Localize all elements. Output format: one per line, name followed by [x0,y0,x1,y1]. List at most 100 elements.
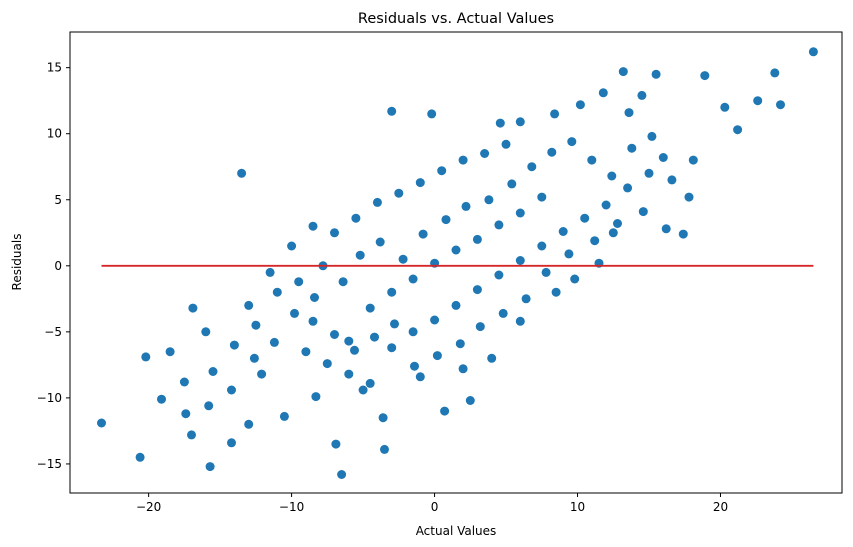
x-tick-label: 20 [713,500,728,514]
data-point [201,327,211,337]
data-point [547,147,557,157]
data-point [157,394,166,404]
data-point [515,208,525,218]
data-point [408,274,418,284]
data-point [310,293,319,302]
data-point [551,287,561,297]
data-point [661,224,671,234]
data-point [135,452,145,462]
data-point [487,353,497,363]
data-point [365,378,375,388]
data-point [330,228,339,238]
data-point [301,347,311,357]
y-axis-ticks: −15 −10 −5 0 5 10 15 [37,61,70,471]
data-point [181,409,191,419]
data-point [700,71,710,81]
data-point [330,330,339,339]
data-point [398,254,408,264]
data-point [684,192,694,202]
data-point [311,392,321,402]
data-point [558,227,568,236]
data-point [484,195,494,205]
data-point [387,106,397,116]
data-point [244,300,254,310]
data-point [647,131,657,141]
data-point [265,267,275,277]
data-point [658,153,668,162]
data-point [590,236,600,246]
y-tick-label: 0 [54,259,62,273]
data-point [418,229,428,239]
data-point [458,155,468,165]
data-point [208,367,218,376]
data-point [507,179,517,189]
y-tick-label: −10 [37,391,62,405]
data-point [451,245,461,255]
data-point [380,444,389,454]
y-tick-label: −15 [37,457,62,471]
data-point [432,351,442,361]
data-point [776,100,785,110]
data-point [331,439,341,449]
data-point [527,162,537,172]
data-point [337,470,347,479]
data-point [351,213,361,223]
data-point [365,303,375,313]
data-point [437,166,447,176]
data-point [537,192,547,202]
y-tick-label: −5 [44,325,62,339]
data-point [308,221,318,231]
data-point [637,90,647,100]
data-point [390,319,399,329]
data-point [575,100,585,110]
plot-area-background [70,32,842,493]
data-point [251,320,261,330]
y-tick-label: 5 [54,193,62,207]
data-point [564,249,574,259]
data-point [472,234,482,244]
data-point [179,377,189,387]
data-point [97,418,106,428]
data-point [688,155,698,165]
data-point [308,316,318,326]
data-point [638,207,648,217]
data-point [408,327,418,337]
data-point [249,353,259,363]
data-point [410,361,419,371]
data-point [358,385,368,395]
data-point [580,213,590,223]
data-point [627,143,637,153]
data-point [607,171,617,181]
data-point [378,413,388,423]
data-point [495,118,505,128]
data-point [472,285,482,295]
x-tick-label: 10 [570,500,585,514]
data-point [440,406,450,416]
data-point [269,337,279,347]
data-point [598,88,608,98]
data-point [244,419,254,429]
data-point [272,287,282,297]
data-point [567,137,577,147]
data-point [451,300,461,310]
data-point [601,200,611,210]
x-tick-label: −10 [279,500,304,514]
data-point [667,175,677,185]
data-point [205,462,215,472]
data-point [237,168,247,178]
y-tick-label: 15 [47,61,62,75]
data-point [141,352,151,362]
data-point [720,102,730,112]
data-point [387,343,397,353]
data-point [570,274,580,284]
data-point [501,139,511,149]
data-point [387,287,397,297]
data-point [753,96,763,106]
data-point [480,149,490,158]
chart-title: Residuals vs. Actual Values [358,11,554,27]
data-point [204,401,214,411]
data-point [229,340,239,350]
data-point [355,250,365,260]
data-point [515,256,525,265]
